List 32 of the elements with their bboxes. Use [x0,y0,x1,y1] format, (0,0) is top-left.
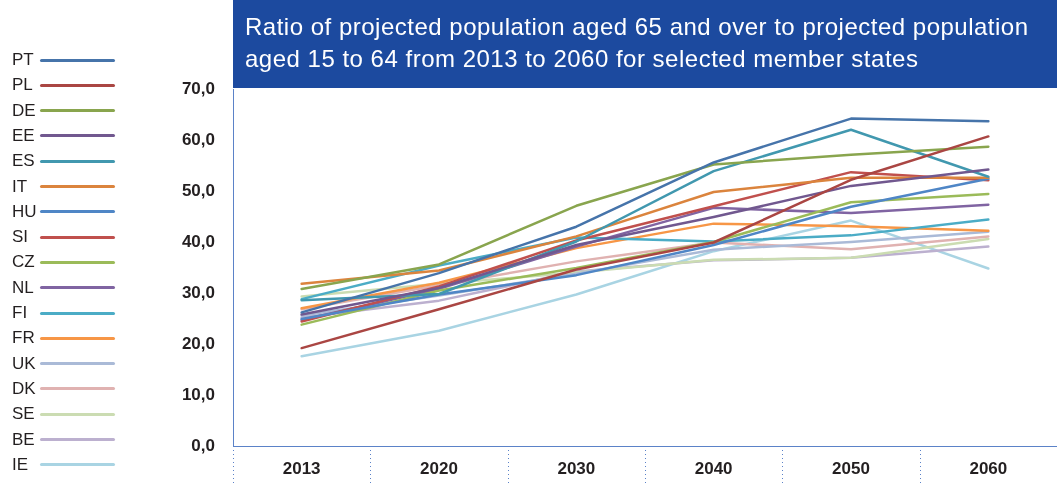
x-tick-label: 2060 [969,458,1008,478]
y-tick-label: 60,0 [181,129,215,149]
legend-label: SE [11,404,36,424]
legend-label: IT [11,176,29,196]
y-tick-label: 10,0 [181,384,215,404]
legend-label: EE [11,125,36,145]
legend-label: UK [11,353,37,373]
x-tick-label: 2020 [420,458,458,478]
x-tick-label: 2013 [282,458,321,478]
legend-label: ES [11,151,36,171]
legend-label: PL [11,75,34,95]
legend-label: FR [11,328,36,348]
legend-label: SI [11,227,30,247]
y-tick-label: 40,0 [181,231,215,251]
legend-label: PT [11,50,35,69]
y-tick-label: 0,0 [191,435,215,455]
legend-label: NL [11,277,35,297]
legend-label: IE [11,454,30,474]
legend-label: HU [11,201,38,221]
x-tick-label: 2040 [694,458,733,478]
y-tick-label: 50,0 [181,180,215,200]
x-tick-label: 2050 [832,458,870,478]
legend-label: DE [11,100,37,120]
x-tick-label: 2030 [557,458,596,478]
y-tick-label: 70,0 [181,78,215,98]
legend-label: DK [11,378,37,398]
legend-label: FI [11,303,29,322]
y-tick-label: 30,0 [181,282,215,302]
y-tick-label: 20,0 [181,333,215,353]
legend-label: BE [11,429,36,449]
chart-title: Ratio of projected population aged 65 and over to projected population aged 15 to 64 from 2013 to 2060 for selected member states [245,13,1029,72]
legend-label: CZ [11,252,36,272]
